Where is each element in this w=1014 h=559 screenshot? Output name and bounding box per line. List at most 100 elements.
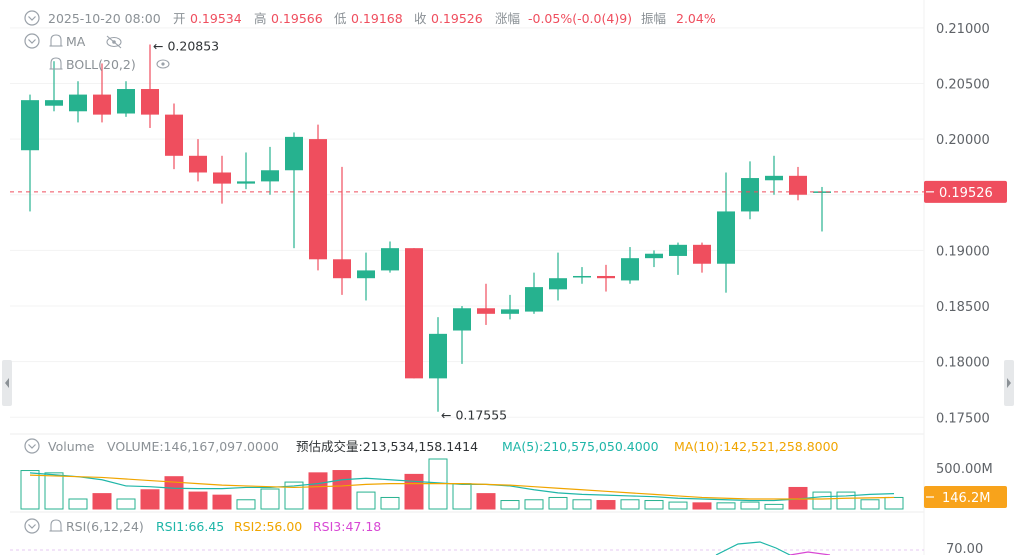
rsi-collapse-icon[interactable] <box>24 518 40 534</box>
volume-bar[interactable] <box>44 472 64 510</box>
volume-bar[interactable] <box>692 502 712 510</box>
volume-bar[interactable] <box>404 473 424 510</box>
y-tick-label: 0.21000 <box>936 22 990 37</box>
volume-bar[interactable] <box>236 499 256 510</box>
scroll-left-button[interactable] <box>2 360 12 406</box>
change-value: -0.05%(-0.0(4)9) <box>528 11 632 26</box>
volume-ma5: MA(5):210,575,050.4000 <box>502 439 659 454</box>
ma-collapse-icon[interactable] <box>24 33 40 49</box>
candle-body[interactable] <box>189 155 207 173</box>
candle-body[interactable] <box>741 178 759 212</box>
rsi3-value: RSI3:47.18 <box>313 519 381 534</box>
volume-bar[interactable] <box>596 500 616 510</box>
rsi3-line <box>789 551 831 556</box>
candle-body[interactable] <box>381 248 399 271</box>
volume-bar[interactable] <box>812 491 832 510</box>
volume-bar[interactable] <box>524 499 544 510</box>
last-price-tag <box>924 180 1007 203</box>
eye-off-icon[interactable] <box>106 35 122 49</box>
volume-bar[interactable] <box>452 483 472 510</box>
header-date: 2025-10-20 08:00 <box>48 11 161 26</box>
candle-body[interactable] <box>237 181 255 184</box>
amp-label: 振幅 <box>641 11 666 26</box>
candle-body[interactable] <box>501 309 519 314</box>
candle-body[interactable] <box>549 278 567 290</box>
candle-body[interactable] <box>645 253 663 259</box>
candle-body[interactable] <box>309 139 327 260</box>
volume-bar[interactable] <box>332 470 352 510</box>
rsi1-line <box>715 541 791 556</box>
boll-bell-icon[interactable] <box>49 57 63 70</box>
y-tick-label: 0.20000 <box>936 133 990 148</box>
candle-body[interactable] <box>717 211 735 264</box>
candle-body[interactable] <box>477 308 495 314</box>
candle-body[interactable] <box>669 244 687 256</box>
candle-body[interactable] <box>765 175 783 181</box>
volume-bar[interactable] <box>92 493 112 510</box>
volume-bar[interactable] <box>764 503 784 510</box>
open-value: 0.19534 <box>190 11 242 26</box>
volume-bar[interactable] <box>68 498 88 510</box>
volume-bar[interactable] <box>500 500 520 510</box>
rsi-axis-label: 70.00 <box>946 542 983 555</box>
volume-bar[interactable] <box>356 491 376 510</box>
boll-eye-icon[interactable] <box>156 59 170 69</box>
volume-bar[interactable] <box>116 498 136 510</box>
volume-collapse-icon[interactable] <box>24 438 40 454</box>
candle-body[interactable] <box>285 136 303 171</box>
candle-body[interactable] <box>333 259 351 279</box>
candle-body[interactable] <box>453 308 471 331</box>
candle-body[interactable] <box>261 170 279 182</box>
candle-body[interactable] <box>45 100 63 106</box>
volume-bar[interactable] <box>548 496 568 510</box>
volume-bar[interactable] <box>860 499 880 510</box>
scroll-right-button[interactable] <box>1004 360 1014 406</box>
volume-bar[interactable] <box>620 499 640 510</box>
candle-body[interactable] <box>141 89 159 115</box>
volume-bar[interactable] <box>284 481 304 510</box>
volume-bar[interactable] <box>836 491 856 510</box>
volume-value: VOLUME:146,167,097.0000 <box>107 439 279 454</box>
rsi-bell-icon[interactable] <box>49 519 63 532</box>
volume-bar[interactable] <box>884 496 904 510</box>
candle-body[interactable] <box>693 244 711 264</box>
volume-bar[interactable] <box>188 491 208 510</box>
candle-body[interactable] <box>21 100 39 151</box>
ma-bell-icon[interactable] <box>49 34 63 47</box>
volume-bar[interactable] <box>740 501 760 510</box>
candle-body[interactable] <box>525 287 543 312</box>
volume-bar[interactable] <box>20 470 40 510</box>
candle-body[interactable] <box>93 94 111 115</box>
volume-bar[interactable] <box>308 472 328 510</box>
volume-bar[interactable] <box>644 500 664 510</box>
candle-body[interactable] <box>69 94 87 112</box>
volume-bar[interactable] <box>140 489 160 510</box>
low-value: 0.19168 <box>351 11 403 26</box>
candle-body[interactable] <box>357 270 375 279</box>
candle-body[interactable] <box>165 114 183 156</box>
volume-bar[interactable] <box>164 476 184 510</box>
candle-body[interactable] <box>573 275 591 278</box>
candle-body[interactable] <box>117 89 135 114</box>
candle-body[interactable] <box>789 175 807 195</box>
volume-label: Volume <box>48 439 95 454</box>
volume-ma10-line <box>29 474 895 500</box>
volume-bar[interactable] <box>260 488 280 510</box>
collapse-icon[interactable] <box>24 10 40 26</box>
candle-body[interactable] <box>213 172 231 184</box>
high-value: 0.19566 <box>271 11 323 26</box>
rsi1-value: RSI1:66.45 <box>156 519 224 534</box>
volume-bar[interactable] <box>572 499 592 510</box>
volume-bar[interactable] <box>668 501 688 510</box>
rsi2-value: RSI2:56.00 <box>234 519 302 534</box>
candle-body[interactable] <box>405 248 423 379</box>
volume-bar[interactable] <box>716 502 736 510</box>
volume-bar[interactable] <box>212 494 232 510</box>
candle-body[interactable] <box>597 275 615 279</box>
volume-bar[interactable] <box>380 496 400 510</box>
close-label: 收 <box>414 11 427 26</box>
candle-body[interactable] <box>429 333 447 379</box>
volume-bar[interactable] <box>476 493 496 510</box>
candle-body[interactable] <box>621 258 639 281</box>
